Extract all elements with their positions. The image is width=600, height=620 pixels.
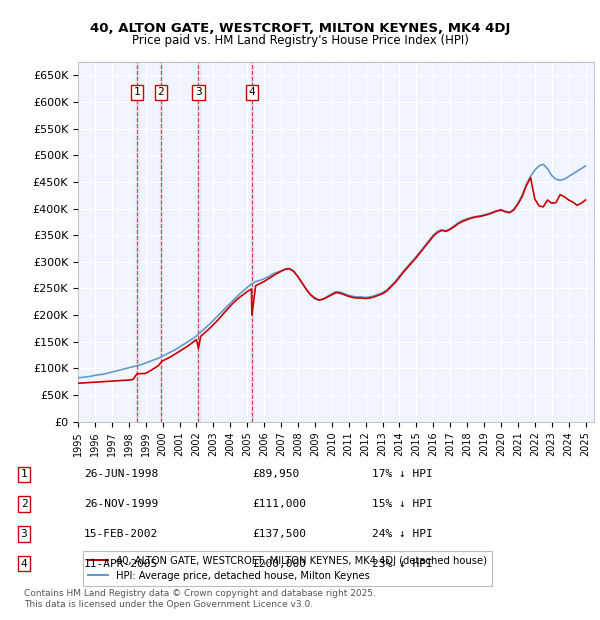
- Bar: [197, 62, 200, 422]
- Text: 2: 2: [20, 499, 28, 509]
- Text: £111,000: £111,000: [252, 499, 306, 509]
- Bar: [160, 62, 162, 422]
- Text: 4: 4: [20, 559, 28, 569]
- Text: 26-JUN-1998: 26-JUN-1998: [84, 469, 158, 479]
- Text: 17% ↓ HPI: 17% ↓ HPI: [372, 469, 433, 479]
- Text: 15% ↓ HPI: 15% ↓ HPI: [372, 499, 433, 509]
- Bar: [136, 62, 139, 422]
- Text: £89,950: £89,950: [252, 469, 299, 479]
- Bar: [251, 62, 253, 422]
- Legend: 40, ALTON GATE, WESTCROFT, MILTON KEYNES, MK4 4DJ (detached house), HPI: Average: 40, ALTON GATE, WESTCROFT, MILTON KEYNES…: [83, 551, 492, 586]
- Text: 23% ↓ HPI: 23% ↓ HPI: [372, 559, 433, 569]
- Text: 11-APR-2005: 11-APR-2005: [84, 559, 158, 569]
- Text: 3: 3: [195, 87, 202, 97]
- Text: 1: 1: [20, 469, 28, 479]
- Text: 4: 4: [248, 87, 255, 97]
- Text: Contains HM Land Registry data © Crown copyright and database right 2025.
This d: Contains HM Land Registry data © Crown c…: [24, 590, 376, 609]
- Text: 26-NOV-1999: 26-NOV-1999: [84, 499, 158, 509]
- Text: 24% ↓ HPI: 24% ↓ HPI: [372, 529, 433, 539]
- Text: 15-FEB-2002: 15-FEB-2002: [84, 529, 158, 539]
- Text: Price paid vs. HM Land Registry's House Price Index (HPI): Price paid vs. HM Land Registry's House …: [131, 34, 469, 47]
- Text: 1: 1: [134, 87, 140, 97]
- Text: £137,500: £137,500: [252, 529, 306, 539]
- Text: 2: 2: [158, 87, 164, 97]
- Text: 40, ALTON GATE, WESTCROFT, MILTON KEYNES, MK4 4DJ: 40, ALTON GATE, WESTCROFT, MILTON KEYNES…: [90, 22, 510, 35]
- Text: £200,000: £200,000: [252, 559, 306, 569]
- Text: 3: 3: [20, 529, 28, 539]
